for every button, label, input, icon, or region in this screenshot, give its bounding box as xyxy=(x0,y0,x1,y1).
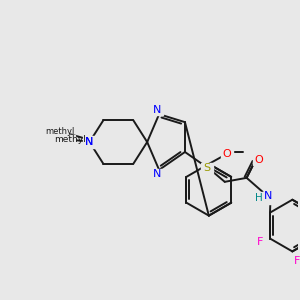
Text: F: F xyxy=(257,238,263,248)
Text: O: O xyxy=(222,149,231,159)
Bar xyxy=(151,169,163,179)
Bar xyxy=(291,256,300,266)
Bar xyxy=(83,137,95,147)
Text: F: F xyxy=(294,256,300,266)
Text: methyl: methyl xyxy=(54,135,85,144)
Bar xyxy=(255,192,274,204)
Text: S: S xyxy=(203,163,210,173)
Bar xyxy=(253,155,265,165)
Text: O: O xyxy=(254,155,263,165)
Bar xyxy=(254,238,266,248)
Text: N: N xyxy=(85,137,94,147)
Bar xyxy=(43,127,69,137)
Text: H: H xyxy=(255,193,262,203)
Bar xyxy=(151,105,163,115)
Text: N: N xyxy=(264,191,273,201)
Text: N: N xyxy=(85,137,94,147)
Text: N: N xyxy=(153,169,161,179)
Bar xyxy=(221,149,233,159)
Text: N: N xyxy=(153,105,161,115)
Text: methyl: methyl xyxy=(45,127,74,136)
Bar xyxy=(201,163,213,173)
Bar xyxy=(82,136,97,148)
Bar xyxy=(57,135,75,145)
